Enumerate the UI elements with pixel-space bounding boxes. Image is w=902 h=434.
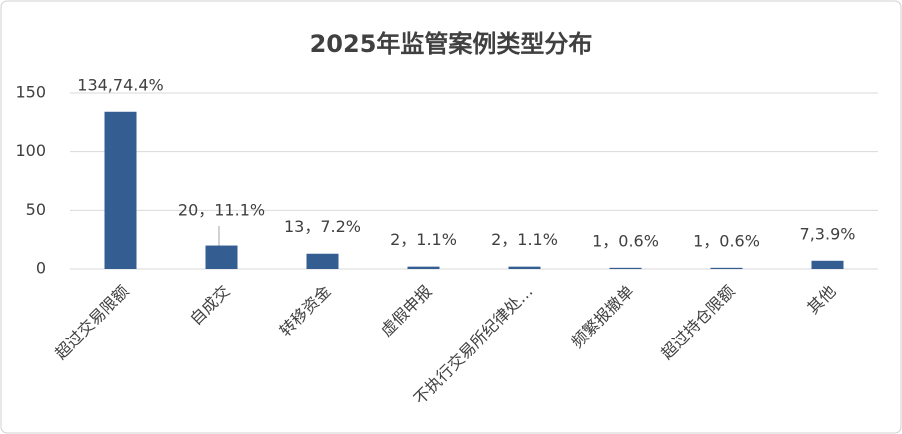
y-tick-label: 50 [26,200,46,219]
data-label: 7,3.9% [800,224,856,243]
y-tick-label: 100 [15,141,46,160]
bar [306,253,339,269]
bar [104,111,137,269]
bar [811,260,844,269]
bar [508,266,541,269]
bar [407,266,440,269]
bar [205,245,238,269]
bar [710,267,743,269]
data-label: 2，1.1% [390,230,457,249]
data-label: 1，0.6% [693,231,760,250]
y-tick-label: 0 [36,259,46,278]
data-label: 13，7.2% [284,217,361,236]
bar [609,267,642,269]
data-label: 20，11.1% [178,201,265,220]
data-label: 1，0.6% [592,231,659,250]
data-label: 2，1.1% [491,230,558,249]
y-tick-label: 150 [15,83,46,102]
chart-title: 2025年监管案例类型分布 [310,30,593,58]
data-label: 134,74.4% [77,75,163,94]
